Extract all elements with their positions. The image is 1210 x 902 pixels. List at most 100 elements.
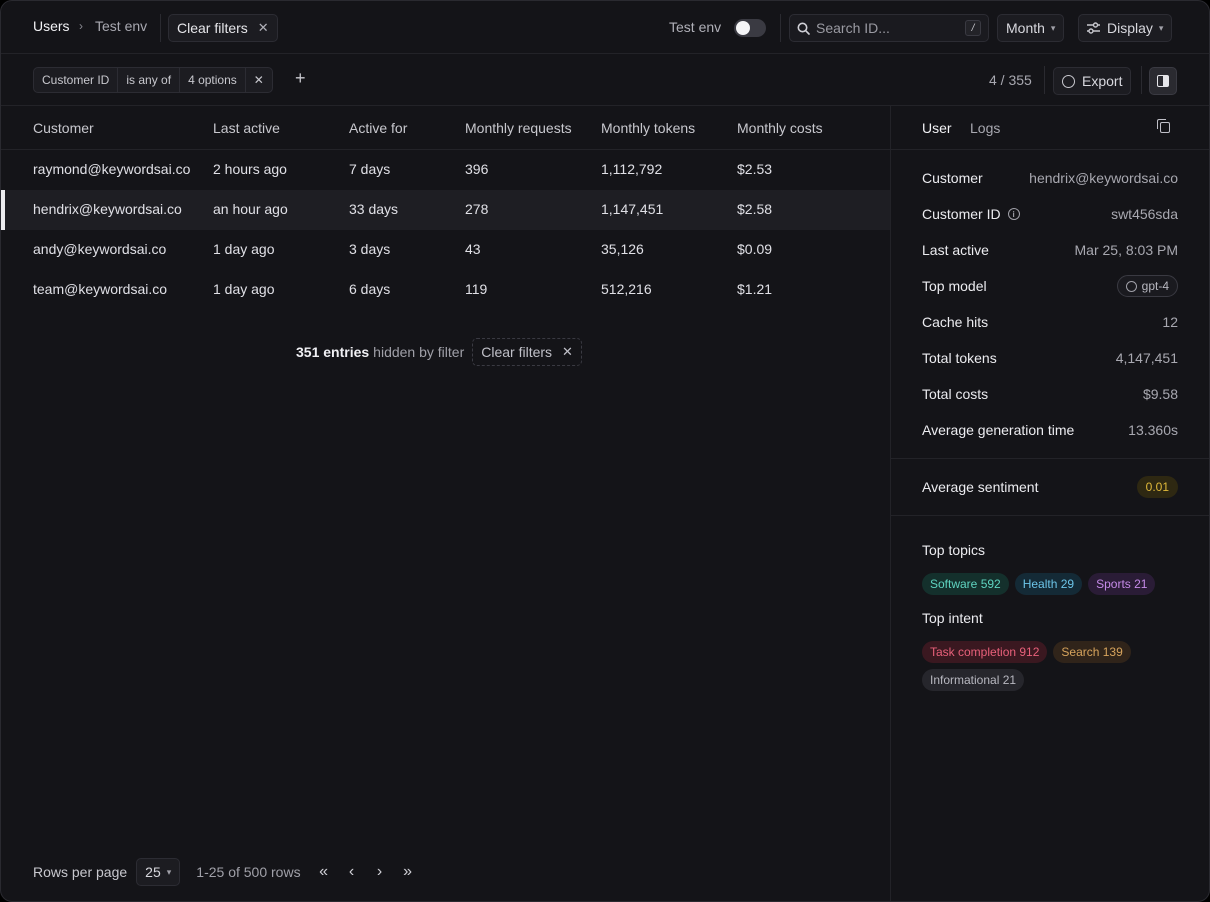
tag[interactable]: Health 29: [1014, 573, 1083, 595]
table-cell: raymond@keywordsai.co: [33, 161, 191, 177]
column-header-monthly-tokens[interactable]: Monthly tokens: [601, 120, 696, 136]
first-page-icon[interactable]: «: [319, 863, 329, 880]
tab-logs[interactable]: Logs: [970, 120, 1001, 136]
clear-filters-button[interactable]: Clear filters ✕: [168, 14, 278, 42]
chevron-down-icon: ▾: [1050, 22, 1056, 33]
detail-key: Top model: [922, 278, 987, 294]
test-env-toggle[interactable]: [734, 19, 766, 37]
detail-key: Last active: [922, 242, 989, 258]
filter-chip: Customer ID is any of 4 options ✕: [33, 67, 273, 93]
table-body: raymond@keywordsai.co 2 hours ago 7 days 39…: [1, 150, 890, 310]
clear-filters-label: Clear filters: [177, 20, 248, 36]
sliders-icon: [1087, 22, 1100, 34]
column-header-customer[interactable]: Customer: [33, 120, 94, 136]
display-dropdown[interactable]: Display ▾: [1078, 14, 1173, 42]
info-icon[interactable]: i: [1007, 208, 1020, 220]
detail-value: hendrix@keywordsai.co: [1029, 170, 1178, 186]
prev-page-icon[interactable]: ‹: [348, 863, 355, 880]
tag[interactable]: Sports 21: [1088, 573, 1156, 595]
detail-key: Total costs: [922, 386, 989, 402]
filter-field[interactable]: Customer ID: [34, 68, 119, 92]
export-icon: [1062, 74, 1075, 88]
detail-row-cache-hits: Cache hits 12: [922, 312, 1178, 332]
remove-filter-icon[interactable]: ✕: [253, 73, 264, 87]
chevron-down-icon: ▾: [166, 866, 172, 877]
panel-tabs: User Logs: [891, 106, 1209, 150]
display-label: Display: [1107, 20, 1153, 36]
shortcut-key: /: [965, 20, 981, 36]
chevron-down-icon: ▾: [1158, 22, 1164, 33]
table-row[interactable]: team@keywordsai.co 1 day ago 6 days 119 512,…: [1, 270, 890, 310]
table-cell: hendrix@keywordsai.co: [33, 201, 182, 217]
table-cell: $1.21: [737, 281, 773, 297]
top-intent-title: Top intent: [922, 610, 983, 626]
tag[interactable]: Search 139: [1053, 641, 1131, 663]
rows-per-page-value: 25: [145, 864, 161, 880]
detail-row-total-costs: Total costs $9.58: [922, 384, 1178, 404]
detail-value: 12: [1162, 314, 1178, 330]
column-header-monthly-requests[interactable]: Monthly requests: [465, 120, 572, 136]
top-bar: Users › Test env Clear filters ✕ Test en…: [1, 1, 1209, 54]
table-cell: 35,126: [601, 241, 644, 257]
breadcrumb-current[interactable]: Test env: [95, 18, 148, 34]
add-filter-button[interactable]: +: [295, 68, 306, 88]
tab-user[interactable]: User: [922, 120, 952, 136]
export-label: Export: [1082, 73, 1123, 89]
panel-icon: [1157, 75, 1169, 87]
topic-tags: Software 592 Health 29 Sports 21: [922, 573, 1182, 595]
tag[interactable]: Task completion 912: [922, 641, 1048, 663]
table-cell: $2.58: [737, 201, 773, 217]
table-row[interactable]: hendrix@keywordsai.co an hour ago 33 days 2…: [1, 190, 890, 230]
table-cell: team@keywordsai.co: [33, 281, 168, 297]
users-table: Customer Last active Active for Monthly …: [1, 106, 890, 310]
detail-row-top-model: Top model gpt-4: [922, 275, 1178, 297]
next-page-icon[interactable]: ›: [376, 863, 383, 880]
breadcrumb-users[interactable]: Users: [33, 18, 70, 34]
search-icon: [797, 22, 810, 35]
table-cell: 1,112,792: [601, 161, 663, 177]
export-button[interactable]: Export: [1053, 67, 1132, 95]
toggle-side-panel-button[interactable]: [1149, 67, 1177, 95]
table-cell: 1 day ago: [213, 281, 275, 297]
divider: [160, 14, 161, 42]
hidden-suffix: hidden by filter: [373, 344, 465, 360]
search-input[interactable]: Search ID... /: [789, 14, 989, 42]
copy-icon[interactable]: [1157, 119, 1170, 133]
divider: [1044, 66, 1045, 94]
period-label: Month: [1006, 20, 1045, 36]
detail-value: $9.58: [1142, 386, 1178, 402]
model-name: gpt-4: [1141, 279, 1169, 293]
last-page-icon[interactable]: »: [403, 863, 413, 880]
table-cell: 1 day ago: [213, 241, 275, 257]
detail-key-wrap: Customer ID i: [922, 206, 1020, 222]
tag[interactable]: Informational 21: [922, 669, 1025, 691]
table-cell: $0.09: [737, 241, 773, 257]
filter-operator[interactable]: is any of: [118, 68, 181, 92]
search-placeholder: Search ID...: [816, 20, 890, 36]
pagination: Rows per page 25 ▾ 1-25 of 500 rows « ‹ …: [33, 858, 415, 886]
rows-per-page-select[interactable]: 25 ▾: [136, 858, 181, 886]
close-icon: ✕: [257, 20, 269, 35]
sentiment-badge: 0.01: [1136, 476, 1178, 498]
period-dropdown[interactable]: Month ▾: [997, 14, 1065, 42]
table-cell: $2.53: [737, 161, 773, 177]
filter-value[interactable]: 4 options: [180, 68, 246, 92]
top-topics-title: Top topics: [922, 542, 986, 558]
sentiment-label: Average sentiment: [922, 479, 1039, 495]
table-cell: 278: [465, 201, 489, 217]
toggle-knob: [736, 21, 750, 35]
table-cell: 7 days: [349, 161, 391, 177]
column-header-active-for[interactable]: Active for: [349, 120, 408, 136]
table-row[interactable]: raymond@keywordsai.co 2 hours ago 7 days 39…: [1, 150, 890, 190]
table-row[interactable]: andy@keywordsai.co 1 day ago 3 days 43 35,12…: [1, 230, 890, 270]
table-cell: andy@keywordsai.co: [33, 241, 167, 257]
clear-filters-inline-button[interactable]: Clear filters ✕: [472, 338, 582, 366]
tag[interactable]: Software 592: [922, 573, 1009, 595]
hidden-count: 351 entries: [296, 344, 370, 360]
test-env-label: Test env: [669, 19, 722, 35]
column-header-monthly-costs[interactable]: Monthly costs: [737, 120, 823, 136]
chevron-right-icon: ›: [79, 19, 83, 33]
column-header-last-active[interactable]: Last active: [213, 120, 280, 136]
hidden-entries-note: 351 entries hidden by filter Clear filte…: [296, 338, 582, 366]
